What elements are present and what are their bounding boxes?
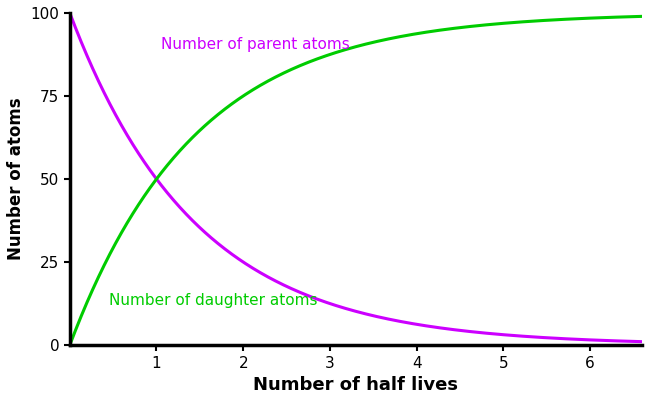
Y-axis label: Number of atoms: Number of atoms	[7, 98, 25, 260]
Text: Number of parent atoms: Number of parent atoms	[161, 37, 350, 53]
X-axis label: Number of half lives: Number of half lives	[253, 376, 458, 394]
Text: Number of daughter atoms: Number of daughter atoms	[109, 293, 317, 308]
